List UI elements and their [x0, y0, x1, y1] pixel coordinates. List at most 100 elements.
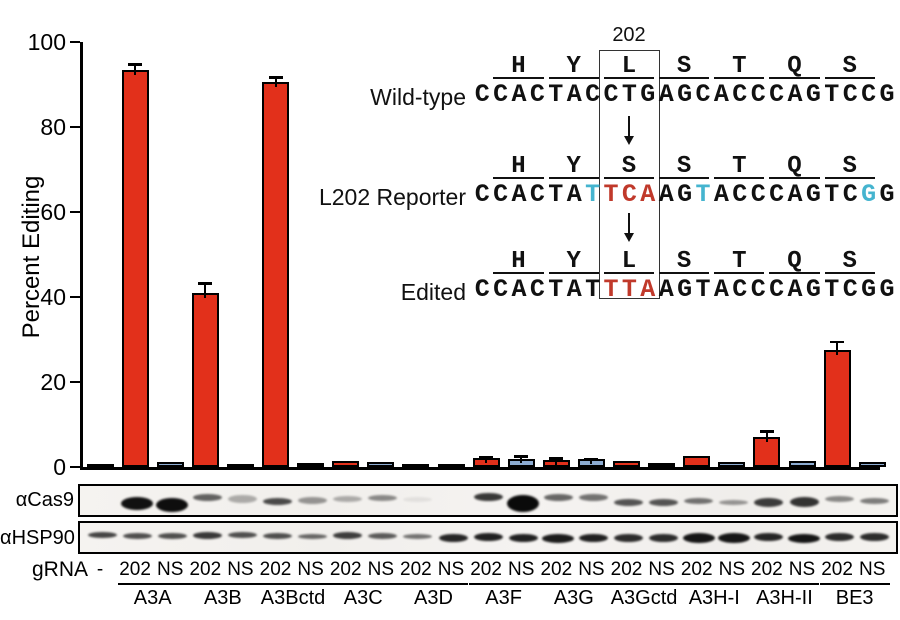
- group-label-A3Bctd: A3Bctd: [260, 587, 326, 609]
- nucleotide: T: [695, 180, 711, 209]
- protein-band: [403, 533, 433, 539]
- lane-label-NS: NS: [507, 559, 535, 580]
- bar-BE3-202: [823, 350, 851, 467]
- group-underline: [187, 583, 258, 585]
- nucleotide: C: [842, 275, 858, 304]
- nucleotide: A: [787, 275, 803, 304]
- nucleotide: A: [658, 80, 674, 109]
- nucleotide: C: [585, 80, 601, 109]
- nucleotide: A: [658, 275, 674, 304]
- y-tick-label: 0: [53, 454, 66, 480]
- group-label-A3C: A3C: [343, 587, 383, 609]
- y-tick-mark: [70, 465, 80, 469]
- error-bar-stem: [765, 430, 768, 443]
- nucleotide: G: [861, 180, 877, 209]
- bar-control: [86, 464, 114, 468]
- lane-label-202: 202: [470, 559, 502, 580]
- nucleotide: A: [511, 80, 527, 109]
- protein-band: [192, 493, 222, 501]
- nucleotide: C: [750, 275, 766, 304]
- bar-A3D-NS: [437, 463, 465, 468]
- protein-band: [192, 531, 222, 539]
- protein-band: [578, 534, 608, 542]
- protein-band: [578, 493, 608, 501]
- group-label-A3B: A3B: [203, 587, 242, 609]
- nucleotide: T: [585, 180, 601, 209]
- nucleotide: C: [750, 180, 766, 209]
- amino-acid-S: S: [824, 155, 875, 179]
- amino-acid-T: T: [714, 55, 765, 79]
- nucleotide: C: [842, 180, 858, 209]
- bar-A3A-202: [121, 69, 149, 467]
- protein-band: [227, 532, 257, 538]
- protein-band: [263, 497, 292, 505]
- nucleotide: T: [695, 275, 711, 304]
- nucleotide: C: [695, 80, 711, 109]
- amino-acid-S: S: [659, 155, 710, 179]
- protein-band: [473, 533, 503, 541]
- nucleotide: C: [769, 275, 785, 304]
- error-bar-cap: [198, 282, 213, 285]
- blot-label-hsp90: αHSP90: [0, 527, 75, 549]
- protein-band: [298, 533, 328, 539]
- error-bar-stem: [590, 458, 593, 465]
- codon-highlight-box: [599, 50, 660, 299]
- protein-band: [684, 498, 714, 504]
- nucleotide: A: [713, 80, 729, 109]
- group-underline: [538, 583, 609, 585]
- lane-label-NS: NS: [858, 559, 886, 580]
- lane-label-NS: NS: [718, 559, 745, 580]
- grna-row-title: gRNA: [31, 558, 88, 581]
- y-tick-mark: [70, 210, 80, 214]
- y-tick-label: 40: [40, 284, 66, 310]
- protein-band: [473, 493, 503, 501]
- nucleotide: C: [529, 275, 545, 304]
- protein-band: [754, 533, 784, 541]
- amino-acid-H: H: [493, 155, 544, 179]
- nucleotide: G: [677, 275, 693, 304]
- mutation-arrow-icon: [624, 116, 634, 145]
- nucleotide: C: [493, 275, 509, 304]
- nucleotide: A: [566, 180, 582, 209]
- protein-band: [859, 533, 889, 541]
- bar-A3B-202: [191, 292, 219, 467]
- amino-acid-S: S: [659, 250, 710, 274]
- nucleotide: C: [493, 80, 509, 109]
- codon-position-label: 202: [612, 24, 646, 46]
- nucleotide: C: [474, 80, 490, 109]
- y-tick-mark: [70, 380, 80, 384]
- nucleotide: C: [769, 180, 785, 209]
- protein-band: [157, 533, 187, 539]
- nucleotide: C: [732, 80, 748, 109]
- amino-acid-Y: Y: [548, 250, 599, 274]
- bar-A3B-NS: [226, 463, 254, 468]
- nucleotide: C: [842, 80, 858, 109]
- group-label-A3H-II: A3H-II: [756, 587, 813, 609]
- seq-row-label-1: L202 Reporter: [318, 184, 466, 210]
- nucleotide: G: [640, 80, 656, 109]
- nucleotide: G: [879, 180, 895, 209]
- nucleotide: C: [529, 80, 545, 109]
- x-axis-baseline: [80, 467, 880, 470]
- amino-acid-Y: Y: [548, 55, 599, 79]
- protein-band: [263, 533, 292, 539]
- lane-label-NS: NS: [227, 559, 254, 580]
- lane-label-202: 202: [610, 559, 643, 580]
- group-label-BE3: BE3: [835, 587, 874, 609]
- group-label-A3H-I: A3H-I: [688, 587, 740, 609]
- group-underline: [749, 583, 820, 585]
- protein-band: [824, 496, 854, 502]
- error-bar-cap: [759, 430, 774, 433]
- group-underline: [117, 583, 188, 585]
- protein-band: [542, 533, 575, 543]
- nucleotide: C: [861, 80, 877, 109]
- y-tick-label: 100: [27, 29, 66, 55]
- group-underline: [328, 583, 399, 585]
- protein-band: [859, 498, 889, 504]
- amino-acid-H: H: [493, 250, 544, 274]
- protein-band: [719, 499, 749, 505]
- amino-acid-S: S: [659, 55, 710, 79]
- error-bar-cap: [128, 63, 143, 66]
- error-bar-cap: [479, 455, 494, 459]
- nucleotide: C: [474, 180, 490, 209]
